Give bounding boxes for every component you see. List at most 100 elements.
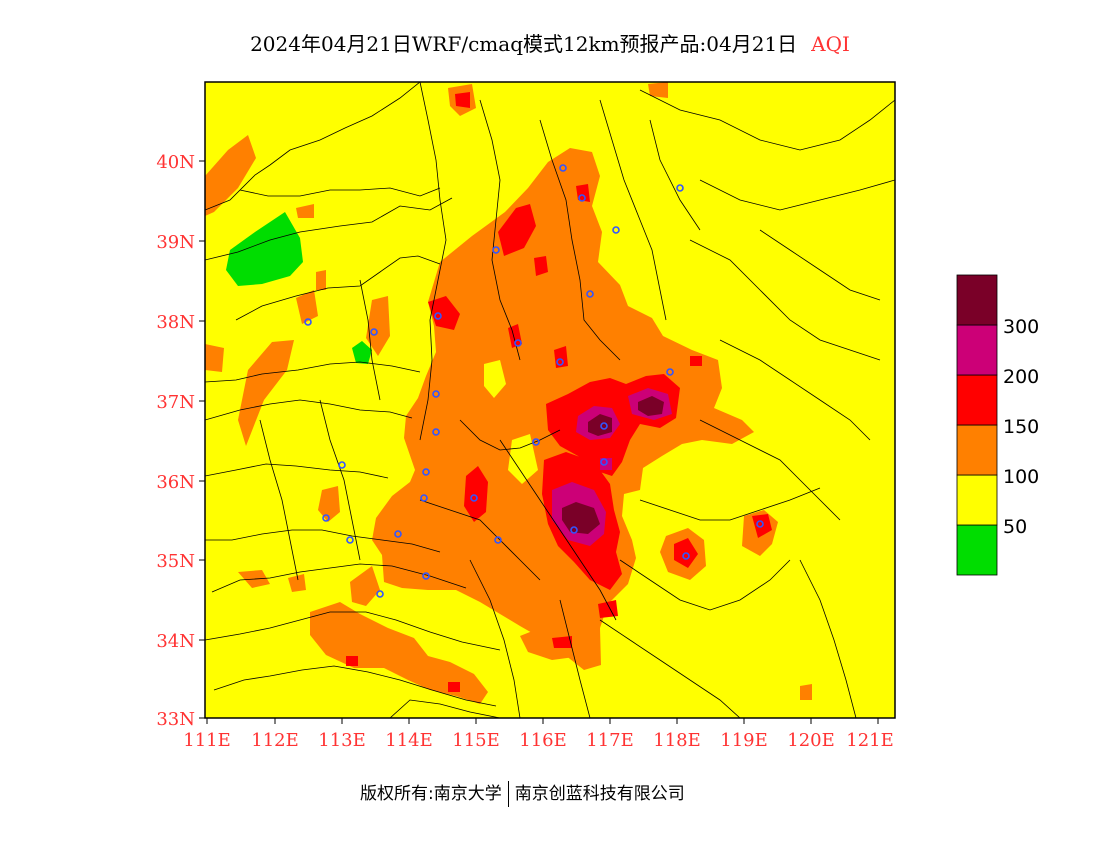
severe-zone <box>638 396 664 416</box>
light-zone <box>350 566 380 606</box>
light-zone <box>318 486 340 522</box>
legend-label: 50 <box>1003 516 1027 538</box>
lon-tick-label: 117E <box>586 730 634 751</box>
boundary-line <box>639 89 895 151</box>
light-zone <box>316 270 326 290</box>
lon-ticks <box>206 718 879 724</box>
boundary-line <box>639 487 821 521</box>
city-marker <box>470 494 478 502</box>
boundary-line <box>649 119 701 231</box>
lon-labels: 111E 112E 113E 114E 115E 116E 117E 118E … <box>183 730 894 751</box>
boundary-line <box>499 439 617 621</box>
boundary-line <box>689 239 881 361</box>
city-marker <box>600 458 608 466</box>
boundaries <box>205 82 895 718</box>
boundary-line <box>259 419 299 581</box>
light-zone <box>310 602 488 704</box>
good-zone <box>226 212 303 286</box>
title-main: 2024年04月21日WRF/cmaq模式12km预报产品:04月21日 <box>250 32 798 56</box>
boundary-line <box>699 179 895 211</box>
boundary-line <box>719 339 871 441</box>
city-marker <box>676 184 684 192</box>
city-marker <box>600 422 608 430</box>
city-marker <box>322 514 330 522</box>
city-marker <box>432 390 440 398</box>
city-markers <box>304 164 764 598</box>
medium-zone <box>464 466 488 522</box>
lat-tick-label: 39N <box>156 232 195 253</box>
boundary-line <box>235 255 441 321</box>
boundary-line <box>205 463 389 479</box>
city-marker <box>338 461 346 469</box>
lon-tick-label: 113E <box>318 730 366 751</box>
legend-label: 150 <box>1003 416 1039 438</box>
medium-zone <box>346 656 358 666</box>
medium-zone <box>690 356 702 366</box>
footer-separator <box>507 781 509 807</box>
city-marker <box>432 428 440 436</box>
city-marker <box>682 552 690 560</box>
boundary-line <box>459 419 561 451</box>
lon-tick-label: 118E <box>653 730 701 751</box>
boundary-line <box>205 529 441 553</box>
legend-swatch-medium <box>956 374 998 426</box>
severe-zone <box>588 414 612 436</box>
boundary-line <box>205 82 421 211</box>
city-marker <box>612 226 620 234</box>
lon-tick-label: 120E <box>787 730 835 751</box>
light-zone <box>296 204 314 218</box>
city-marker <box>556 358 564 366</box>
boundary-line <box>599 619 741 718</box>
city-marker <box>394 530 402 538</box>
boundary-line <box>479 99 521 361</box>
medium-zone <box>598 600 618 618</box>
boundary-line <box>699 419 841 521</box>
city-marker <box>422 572 430 580</box>
lon-tick-label: 119E <box>720 730 768 751</box>
city-marker <box>514 339 522 347</box>
moderate-hole <box>508 434 538 484</box>
medium-zone <box>576 184 590 202</box>
legend-swatch-severe <box>956 274 998 326</box>
legend-label: 100 <box>1003 466 1039 488</box>
city-marker <box>570 526 578 534</box>
lat-tick-label: 35N <box>156 551 195 572</box>
medium-zone <box>534 256 548 276</box>
boundary-line <box>619 559 791 611</box>
city-marker <box>532 438 540 446</box>
legend-swatch-good <box>956 524 998 576</box>
medium-zone <box>455 92 470 108</box>
boundary-line <box>759 229 881 301</box>
light-zone <box>648 82 668 98</box>
legend: 50 100 150 200 300 <box>956 274 1039 576</box>
city-marker <box>494 536 502 544</box>
legend-swatch-light <box>956 424 998 476</box>
lat-ticks <box>199 160 205 719</box>
city-marker <box>422 468 430 476</box>
lon-tick-label: 121E <box>846 730 894 751</box>
boundary-line <box>469 559 521 718</box>
boundary-line <box>389 699 501 718</box>
city-marker <box>376 590 384 598</box>
light-zone <box>800 684 812 700</box>
copyright-footer: 版权所有:南京大学 南京创蓝科技有限公司 <box>360 779 685 807</box>
boundary-line <box>599 99 667 321</box>
legend-label: 300 <box>1003 316 1039 338</box>
medium-zone <box>448 682 460 692</box>
boundary-line <box>205 611 501 651</box>
legend-label: 200 <box>1003 366 1039 388</box>
boundary-line <box>559 599 591 718</box>
boundary-line <box>419 499 541 581</box>
boundary-line <box>419 82 447 441</box>
lon-tick-label: 116E <box>519 730 567 751</box>
boundary-line <box>539 119 621 361</box>
lat-tick-label: 33N <box>156 709 195 730</box>
city-marker <box>420 494 428 502</box>
boundary-line <box>239 187 441 197</box>
city-marker <box>370 328 378 336</box>
boundary-line <box>799 559 857 718</box>
boundary-line <box>359 279 381 401</box>
lat-tick-label: 36N <box>156 472 195 493</box>
boundary-line <box>211 563 467 593</box>
